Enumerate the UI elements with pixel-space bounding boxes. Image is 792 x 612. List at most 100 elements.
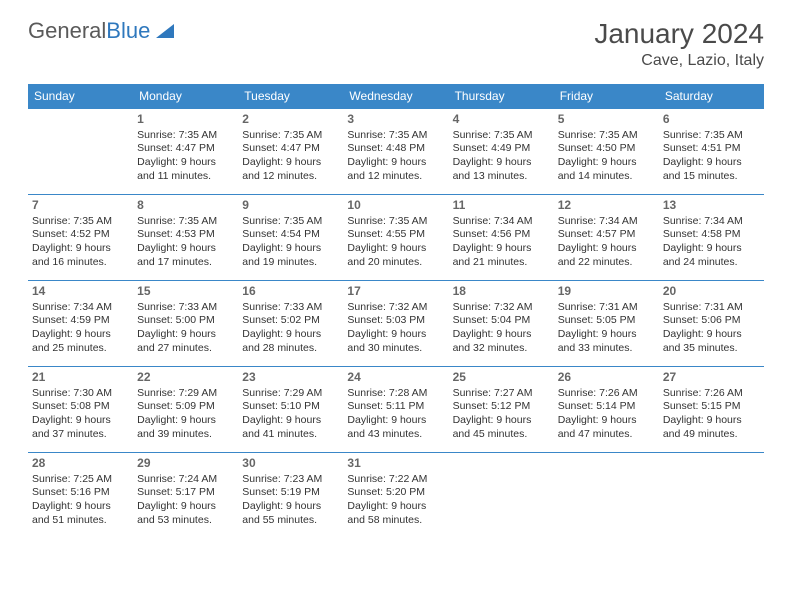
day-number: 23: [242, 370, 339, 386]
sunset-text: Sunset: 5:14 PM: [558, 400, 655, 414]
daylight-text: Daylight: 9 hours and 47 minutes.: [558, 414, 655, 441]
daylight-text: Daylight: 9 hours and 14 minutes.: [558, 156, 655, 183]
day-header: Saturday: [659, 84, 764, 109]
calendar-cell: 31Sunrise: 7:22 AMSunset: 5:20 PMDayligh…: [343, 453, 448, 539]
page-header: GeneralBlue January 2024 Cave, Lazio, It…: [28, 18, 764, 70]
daylight-text: Daylight: 9 hours and 37 minutes.: [32, 414, 129, 441]
day-number: 2: [242, 112, 339, 128]
sunset-text: Sunset: 4:51 PM: [663, 142, 760, 156]
day-header-row: Sunday Monday Tuesday Wednesday Thursday…: [28, 84, 764, 109]
sunset-text: Sunset: 5:02 PM: [242, 314, 339, 328]
sunrise-text: Sunrise: 7:29 AM: [242, 387, 339, 401]
daylight-text: Daylight: 9 hours and 55 minutes.: [242, 500, 339, 527]
calendar-cell: 15Sunrise: 7:33 AMSunset: 5:00 PMDayligh…: [133, 281, 238, 367]
day-header: Wednesday: [343, 84, 448, 109]
day-number: 8: [137, 198, 234, 214]
calendar-cell: 7Sunrise: 7:35 AMSunset: 4:52 PMDaylight…: [28, 195, 133, 281]
day-number: 31: [347, 456, 444, 472]
daylight-text: Daylight: 9 hours and 43 minutes.: [347, 414, 444, 441]
daylight-text: Daylight: 9 hours and 11 minutes.: [137, 156, 234, 183]
sunrise-text: Sunrise: 7:32 AM: [347, 301, 444, 315]
day-number: 17: [347, 284, 444, 300]
sunset-text: Sunset: 5:06 PM: [663, 314, 760, 328]
sunset-text: Sunset: 5:12 PM: [453, 400, 550, 414]
sunrise-text: Sunrise: 7:34 AM: [32, 301, 129, 315]
daylight-text: Daylight: 9 hours and 25 minutes.: [32, 328, 129, 355]
calendar-cell: 13Sunrise: 7:34 AMSunset: 4:58 PMDayligh…: [659, 195, 764, 281]
sunset-text: Sunset: 5:11 PM: [347, 400, 444, 414]
calendar-cell: [659, 453, 764, 539]
calendar-cell: 4Sunrise: 7:35 AMSunset: 4:49 PMDaylight…: [449, 109, 554, 195]
calendar-cell: [554, 453, 659, 539]
calendar-cell: 5Sunrise: 7:35 AMSunset: 4:50 PMDaylight…: [554, 109, 659, 195]
day-number: 11: [453, 198, 550, 214]
logo-text-part1: General: [28, 18, 106, 43]
calendar-cell: 11Sunrise: 7:34 AMSunset: 4:56 PMDayligh…: [449, 195, 554, 281]
daylight-text: Daylight: 9 hours and 20 minutes.: [347, 242, 444, 269]
calendar-cell: [449, 453, 554, 539]
sunrise-text: Sunrise: 7:22 AM: [347, 473, 444, 487]
daylight-text: Daylight: 9 hours and 45 minutes.: [453, 414, 550, 441]
sunrise-text: Sunrise: 7:35 AM: [242, 129, 339, 143]
calendar-cell: 22Sunrise: 7:29 AMSunset: 5:09 PMDayligh…: [133, 367, 238, 453]
sunrise-text: Sunrise: 7:28 AM: [347, 387, 444, 401]
sunset-text: Sunset: 5:00 PM: [137, 314, 234, 328]
daylight-text: Daylight: 9 hours and 39 minutes.: [137, 414, 234, 441]
calendar-cell: 3Sunrise: 7:35 AMSunset: 4:48 PMDaylight…: [343, 109, 448, 195]
calendar-cell: 24Sunrise: 7:28 AMSunset: 5:11 PMDayligh…: [343, 367, 448, 453]
sunrise-text: Sunrise: 7:35 AM: [663, 129, 760, 143]
calendar-cell: 27Sunrise: 7:26 AMSunset: 5:15 PMDayligh…: [659, 367, 764, 453]
sunset-text: Sunset: 4:59 PM: [32, 314, 129, 328]
day-number: 7: [32, 198, 129, 214]
daylight-text: Daylight: 9 hours and 53 minutes.: [137, 500, 234, 527]
sunrise-text: Sunrise: 7:34 AM: [663, 215, 760, 229]
sunset-text: Sunset: 5:04 PM: [453, 314, 550, 328]
calendar-cell: 30Sunrise: 7:23 AMSunset: 5:19 PMDayligh…: [238, 453, 343, 539]
daylight-text: Daylight: 9 hours and 49 minutes.: [663, 414, 760, 441]
sunrise-text: Sunrise: 7:35 AM: [137, 215, 234, 229]
daylight-text: Daylight: 9 hours and 13 minutes.: [453, 156, 550, 183]
day-header: Tuesday: [238, 84, 343, 109]
day-number: 22: [137, 370, 234, 386]
calendar-cell: 18Sunrise: 7:32 AMSunset: 5:04 PMDayligh…: [449, 281, 554, 367]
sunset-text: Sunset: 4:52 PM: [32, 228, 129, 242]
day-number: 10: [347, 198, 444, 214]
sunset-text: Sunset: 4:50 PM: [558, 142, 655, 156]
day-number: 5: [558, 112, 655, 128]
sunset-text: Sunset: 5:20 PM: [347, 486, 444, 500]
day-number: 4: [453, 112, 550, 128]
logo-text: GeneralBlue: [28, 18, 150, 44]
month-title: January 2024: [594, 18, 764, 50]
sunset-text: Sunset: 5:03 PM: [347, 314, 444, 328]
sunset-text: Sunset: 5:10 PM: [242, 400, 339, 414]
sunrise-text: Sunrise: 7:26 AM: [663, 387, 760, 401]
daylight-text: Daylight: 9 hours and 12 minutes.: [347, 156, 444, 183]
day-number: 9: [242, 198, 339, 214]
sunset-text: Sunset: 5:08 PM: [32, 400, 129, 414]
calendar-cell: 9Sunrise: 7:35 AMSunset: 4:54 PMDaylight…: [238, 195, 343, 281]
day-number: 25: [453, 370, 550, 386]
sunrise-text: Sunrise: 7:34 AM: [558, 215, 655, 229]
sunrise-text: Sunrise: 7:27 AM: [453, 387, 550, 401]
day-header: Sunday: [28, 84, 133, 109]
day-number: 29: [137, 456, 234, 472]
day-number: 14: [32, 284, 129, 300]
calendar-cell: 23Sunrise: 7:29 AMSunset: 5:10 PMDayligh…: [238, 367, 343, 453]
daylight-text: Daylight: 9 hours and 17 minutes.: [137, 242, 234, 269]
day-number: 20: [663, 284, 760, 300]
daylight-text: Daylight: 9 hours and 32 minutes.: [453, 328, 550, 355]
day-number: 26: [558, 370, 655, 386]
calendar-row: 14Sunrise: 7:34 AMSunset: 4:59 PMDayligh…: [28, 281, 764, 367]
daylight-text: Daylight: 9 hours and 24 minutes.: [663, 242, 760, 269]
sunrise-text: Sunrise: 7:26 AM: [558, 387, 655, 401]
daylight-text: Daylight: 9 hours and 41 minutes.: [242, 414, 339, 441]
calendar-cell: 6Sunrise: 7:35 AMSunset: 4:51 PMDaylight…: [659, 109, 764, 195]
sunrise-text: Sunrise: 7:34 AM: [453, 215, 550, 229]
daylight-text: Daylight: 9 hours and 22 minutes.: [558, 242, 655, 269]
day-number: 16: [242, 284, 339, 300]
sunset-text: Sunset: 4:49 PM: [453, 142, 550, 156]
sunset-text: Sunset: 4:48 PM: [347, 142, 444, 156]
daylight-text: Daylight: 9 hours and 51 minutes.: [32, 500, 129, 527]
day-header: Thursday: [449, 84, 554, 109]
calendar-cell: 16Sunrise: 7:33 AMSunset: 5:02 PMDayligh…: [238, 281, 343, 367]
